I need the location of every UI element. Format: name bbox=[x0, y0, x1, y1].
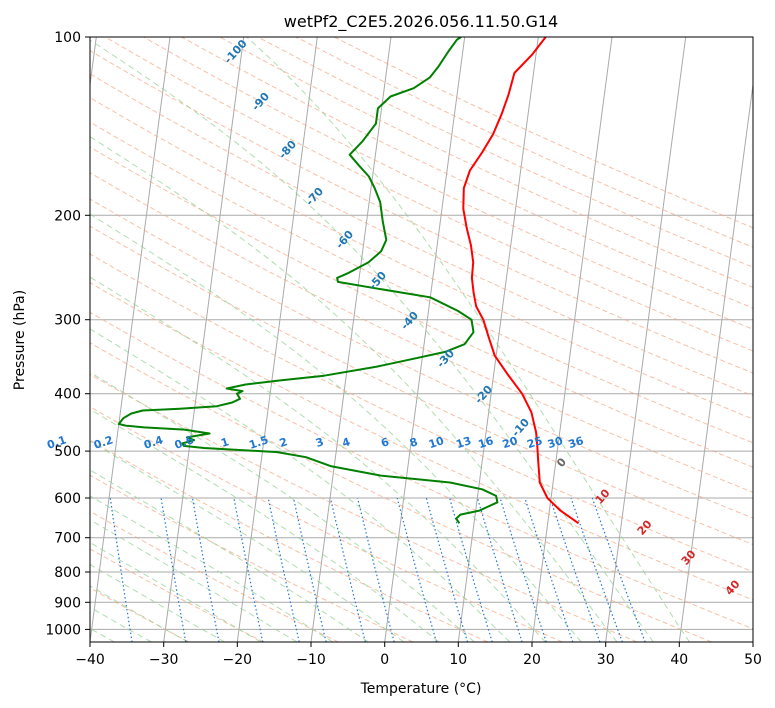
mixing-ratio-label: 3 bbox=[314, 435, 325, 450]
plot-frame bbox=[89, 36, 754, 643]
mixing-ratio-label: 0.1 bbox=[45, 433, 68, 451]
dry-adiabat-line bbox=[90, 373, 638, 642]
dry-adiabat-line bbox=[90, 73, 753, 397]
y-tick-label: 700 bbox=[54, 531, 81, 547]
mixing-ratio-label: 0.4 bbox=[142, 433, 165, 451]
dry-adiabat-line bbox=[90, 474, 414, 642]
mixing-ratio-label: 20 bbox=[501, 434, 520, 451]
moist-adiabat-line bbox=[90, 39, 654, 642]
dry-adiabat-line bbox=[90, 548, 264, 642]
mixing-ratio-line bbox=[233, 497, 264, 642]
moist-adiabat-line bbox=[90, 136, 618, 642]
mixing-ratio-label: 36 bbox=[567, 434, 586, 451]
y-tick-label: 400 bbox=[54, 387, 81, 403]
y-tick-label: 800 bbox=[54, 565, 81, 581]
isotherm-line bbox=[531, 37, 613, 642]
mixing-ratio-line bbox=[425, 497, 469, 642]
dry-adiabat-line bbox=[90, 311, 753, 630]
mixing-ratio-label: 0.2 bbox=[92, 433, 115, 451]
x-tick-label: −20 bbox=[223, 652, 253, 668]
mixing-ratio-label: 10 bbox=[427, 434, 446, 451]
mixing-ratio-line bbox=[549, 497, 601, 642]
mixing-ratio-label: 1.5 bbox=[247, 433, 270, 451]
chart-title: wetPf2_C2E5.2026.056.11.50.G14 bbox=[284, 12, 558, 32]
moist-adiabat-line bbox=[90, 328, 511, 642]
tick-layer: −40 −30 −20 −10 0 10 20 30 40 5010020030040050060… bbox=[45, 30, 762, 668]
mixing-ratio-label: 25 bbox=[525, 434, 544, 451]
y-tick-label: 1000 bbox=[45, 622, 81, 638]
x-tick-label: 20 bbox=[523, 652, 541, 668]
x-tick-label: 10 bbox=[449, 652, 467, 668]
moist-adiabat-line bbox=[90, 519, 298, 642]
x-tick-label: −40 bbox=[75, 652, 105, 668]
x-tick-label: 30 bbox=[597, 652, 615, 668]
moist-adiabat-line bbox=[90, 371, 475, 642]
isotherm-line bbox=[384, 37, 466, 642]
moist-adiabat-line bbox=[90, 469, 369, 642]
dry-adiabat-line bbox=[90, 587, 190, 642]
dry-adiabat-line bbox=[90, 225, 753, 546]
x-tick-label: 0 bbox=[380, 652, 389, 668]
y-tick-label: 900 bbox=[54, 595, 81, 611]
mixing-ratio-line bbox=[449, 497, 493, 642]
x-axis-title: Temperature (°C) bbox=[360, 681, 482, 697]
moist-adiabat-line bbox=[246, 37, 690, 642]
isotherm-line bbox=[605, 37, 687, 642]
y-tick-label: 100 bbox=[54, 30, 81, 46]
grid-layer bbox=[90, 37, 753, 642]
dewpoint-profile-line bbox=[117, 37, 499, 524]
isotherm-line bbox=[236, 37, 318, 642]
dry-adiabat-line bbox=[90, 282, 753, 601]
dry-adiabat-line bbox=[143, 37, 753, 330]
x-tick-label: −10 bbox=[296, 652, 326, 668]
mixing-ratio-label: 16 bbox=[477, 434, 496, 451]
mixing-ratio-label: 13 bbox=[454, 434, 473, 451]
mixing-ratio-label: 4 bbox=[341, 435, 353, 450]
moist-adiabat-line bbox=[90, 495, 334, 642]
mixing-ratio-label: 8 bbox=[408, 435, 419, 450]
mixing-ratio-line bbox=[292, 497, 327, 642]
series-layer bbox=[117, 37, 580, 525]
y-tick-label: 500 bbox=[54, 444, 81, 460]
mixing-ratio-label: 0.6 bbox=[173, 433, 196, 451]
mixing-ratio-label: 30 bbox=[546, 434, 565, 451]
y-axis-title: Pressure (hPa) bbox=[12, 290, 28, 390]
isotherm-line bbox=[678, 80, 753, 642]
x-tick-label: −30 bbox=[149, 652, 179, 668]
mixing-ratio-line bbox=[396, 497, 437, 642]
dry-adiabat-line bbox=[90, 198, 753, 519]
x-tick-label: 40 bbox=[670, 652, 688, 668]
dry-adiabat-line bbox=[90, 172, 753, 493]
mixing-ratio-line bbox=[329, 497, 366, 642]
mixing-ratio-line bbox=[476, 497, 523, 642]
x-tick-label: 50 bbox=[744, 652, 762, 668]
y-tick-label: 300 bbox=[54, 313, 81, 329]
y-tick-label: 600 bbox=[54, 491, 81, 507]
dry-adiabat-line bbox=[219, 37, 753, 288]
dry-adiabat-line bbox=[90, 406, 563, 642]
isotherm-line bbox=[90, 37, 171, 642]
mixing-ratio-line bbox=[499, 497, 547, 642]
moist-adiabat-line bbox=[90, 276, 546, 642]
y-tick-label: 200 bbox=[54, 208, 81, 224]
moist-adiabat-line bbox=[90, 213, 582, 642]
dry-adiabat-line bbox=[90, 50, 753, 374]
moist-adiabat-line bbox=[90, 440, 405, 642]
mixing-ratio-label: 2 bbox=[278, 435, 289, 450]
mixing-ratio-line bbox=[267, 497, 300, 642]
mixing-ratio-line bbox=[591, 497, 646, 642]
moist-adiabat-line bbox=[90, 408, 440, 642]
mixing-ratio-label: 1 bbox=[219, 435, 230, 450]
mixing-ratio-line bbox=[357, 497, 395, 642]
temperature-profile-line bbox=[462, 37, 580, 525]
dry-adiabat-line bbox=[104, 37, 753, 352]
mixing-ratio-line bbox=[524, 497, 574, 642]
isotherm-line bbox=[457, 37, 539, 642]
mixing-ratio-line bbox=[570, 497, 623, 642]
dry-adiabat-line bbox=[181, 37, 753, 309]
mixing-ratio-label: 6 bbox=[379, 435, 391, 450]
dry-adiabat-line bbox=[90, 439, 488, 642]
